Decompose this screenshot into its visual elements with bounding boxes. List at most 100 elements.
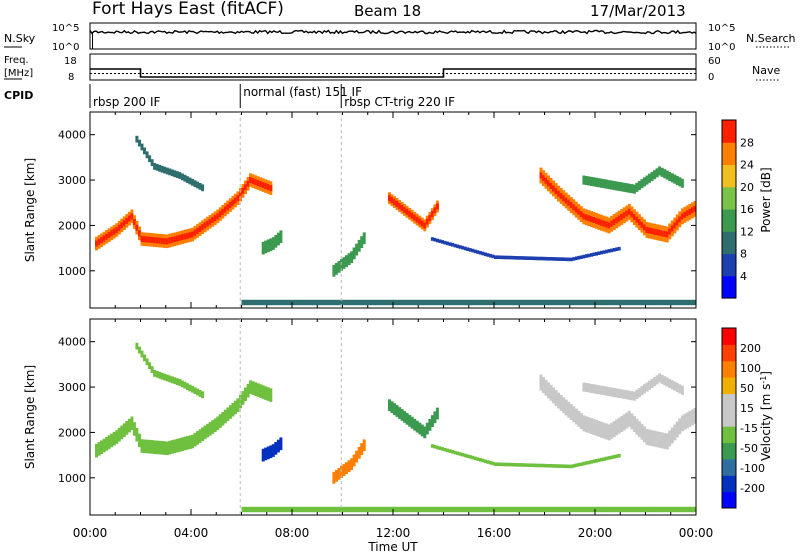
power-cell [312, 299, 316, 306]
velocity-cell [673, 506, 677, 513]
power-cell [569, 299, 573, 306]
power-colorbar-swatch [722, 253, 736, 277]
power-cell [650, 171, 654, 181]
velocity-panel-bg [90, 319, 696, 515]
velocity-cell [211, 420, 215, 434]
velocity-cell [345, 462, 348, 474]
velocity-cell [587, 383, 591, 393]
nsearch-tick-bottom: 10^0 [708, 42, 735, 53]
power-cell [643, 177, 646, 187]
power-cell [334, 263, 338, 275]
velocity-cell [413, 418, 417, 431]
velocity-cell [279, 506, 283, 513]
velocity-cell [559, 395, 563, 411]
power-cell [380, 299, 384, 306]
power-cell [547, 299, 550, 306]
power-peak-cell [542, 175, 545, 182]
power-cell [607, 180, 611, 190]
power-cell [584, 254, 588, 258]
velocity-cell [577, 410, 581, 427]
power-cell [542, 256, 545, 261]
velocity-cell [138, 346, 141, 354]
velocity-cell [486, 506, 490, 513]
velocity-cell [579, 462, 583, 466]
velocity-cell [559, 464, 563, 468]
power-cell [590, 299, 593, 306]
velocity-cell [635, 506, 639, 513]
velocity-cell [357, 506, 361, 513]
power-peak-cell [617, 215, 621, 222]
velocity-cell [615, 388, 619, 398]
power-cell [567, 299, 571, 306]
power-cell [365, 299, 369, 306]
velocity-cell [266, 446, 270, 460]
power-peak-cell [148, 236, 152, 243]
velocity-cell [534, 463, 538, 468]
velocity-cell [602, 422, 606, 439]
velocity-cell [395, 506, 399, 513]
x-tick-label: 00:00 [73, 526, 108, 540]
velocity-cell [410, 416, 414, 429]
velocity-cell [635, 418, 639, 435]
power-cell [536, 256, 540, 261]
power-peak-cell [400, 204, 404, 211]
power-cell [337, 299, 341, 306]
power-cell [552, 299, 556, 306]
velocity-cell [350, 458, 354, 471]
velocity-cell [430, 444, 434, 448]
x-tick-label: 12:00 [376, 526, 411, 540]
velocity-cell [403, 411, 407, 423]
velocity-cell [597, 506, 601, 513]
power-colorbar-swatch [722, 275, 736, 299]
velocity-cell [605, 423, 609, 440]
power-cell [554, 299, 558, 306]
power-cell [175, 171, 179, 178]
power-peak-cell [122, 220, 126, 227]
power-cell [476, 299, 480, 306]
power-cell [557, 257, 561, 261]
velocity-cell [488, 460, 492, 465]
velocity-cell [615, 454, 619, 458]
power-cell [637, 299, 641, 306]
velocity-cell [536, 506, 540, 513]
velocity-cell [433, 506, 437, 513]
power-cell [617, 246, 621, 251]
velocity-cell [605, 506, 609, 513]
power-cell [615, 181, 619, 191]
velocity-cell [481, 506, 485, 513]
velocity-cell [567, 401, 571, 418]
power-peak-cell [582, 213, 586, 220]
velocity-cell [453, 506, 457, 513]
velocity-cell [678, 384, 682, 394]
velocity-cell [292, 506, 295, 513]
velocity-cell [587, 506, 591, 513]
velocity-cell [680, 506, 684, 513]
power-cell [592, 252, 596, 257]
power-cell [357, 299, 361, 306]
velocity-cell [375, 506, 379, 513]
power-cell [645, 175, 649, 185]
power-peak-cell [236, 195, 240, 202]
nsky-line [89, 29, 697, 35]
power-cell [458, 299, 462, 306]
power-peak-cell [208, 218, 212, 225]
velocity-cell [501, 462, 505, 467]
velocity-cell [327, 506, 331, 513]
velocity-cell [595, 459, 598, 463]
velocity-cell [645, 382, 649, 392]
velocity-cell [281, 506, 285, 513]
velocity-cell [458, 452, 462, 456]
power-peak-cell [216, 213, 220, 220]
velocity-cell [231, 402, 235, 417]
velocity-colorbar-tick: 100 [740, 362, 761, 375]
power-cell [617, 299, 621, 306]
power-peak-cell [637, 219, 641, 226]
velocity-cell [193, 432, 197, 447]
frequency-trace [90, 68, 696, 78]
power-cell [458, 245, 462, 249]
velocity-cell [208, 422, 212, 436]
velocity-cell [241, 506, 245, 513]
power-cell [615, 299, 619, 306]
power-peak-cell [605, 221, 609, 228]
power-cell [433, 237, 437, 242]
